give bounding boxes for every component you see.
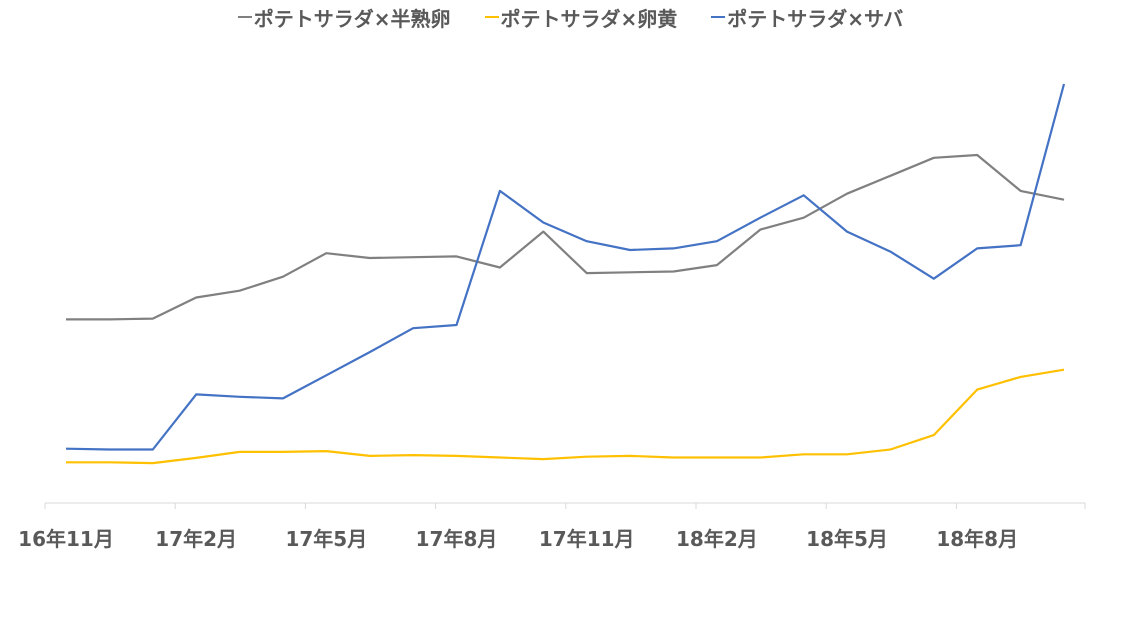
chart-legend: ポテトサラダ×半熟卵 ポテトサラダ×卵黄 ポテトサラダ×サバ — [0, 2, 1141, 32]
x-tick-label: 17年8月 — [416, 527, 498, 551]
series-line-0 — [66, 153, 1065, 321]
legend-label: ポテトサラダ×卵黄 — [500, 6, 678, 31]
legend-swatch — [484, 16, 499, 18]
legend-label: ポテトサラダ×サバ — [727, 6, 904, 31]
legend-swatch — [711, 16, 726, 18]
x-tick-label: 18年5月 — [806, 527, 888, 551]
series-line-1 — [66, 368, 1065, 465]
x-tick-label: 17年11月 — [539, 527, 635, 551]
series-line-2 — [65, 83, 1066, 451]
x-tick-label: 18年8月 — [936, 527, 1018, 551]
x-tick-label: 16年11月 — [18, 527, 114, 551]
legend-item: ポテトサラダ×半熟卵 — [237, 3, 451, 32]
x-tick-label: 17年2月 — [155, 527, 237, 551]
x-tick-label: 17年5月 — [285, 527, 367, 551]
legend-item: ポテトサラダ×卵黄 — [484, 3, 678, 32]
legend-swatch — [237, 16, 252, 18]
legend-item: ポテトサラダ×サバ — [711, 3, 903, 32]
legend-label: ポテトサラダ×半熟卵 — [253, 6, 451, 31]
x-tick-label: 18年2月 — [676, 527, 758, 551]
